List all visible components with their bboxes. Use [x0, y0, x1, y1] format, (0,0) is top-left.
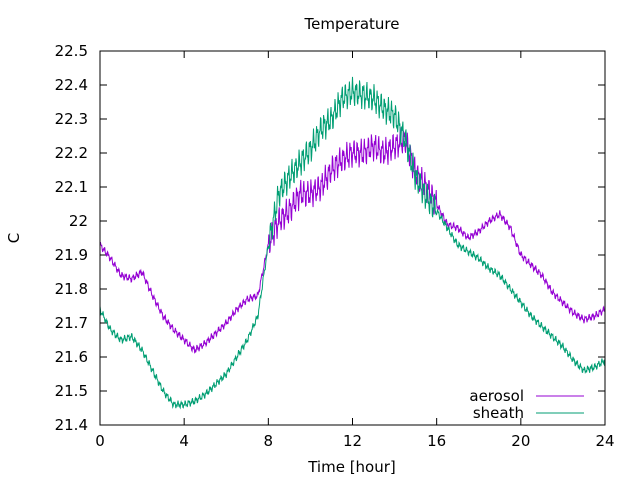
x-tick-label: 8 [264, 432, 274, 450]
legend-label-sheath: sheath [473, 404, 524, 422]
x-tick-label: 16 [427, 432, 446, 450]
y-tick-label: 21.9 [55, 246, 88, 264]
y-axis-label: C [5, 233, 23, 243]
y-tick-label: 22.3 [55, 110, 88, 128]
series-lines [99, 76, 606, 410]
legend: aerosol sheath [469, 387, 584, 422]
y-tick-label: 21.6 [55, 348, 88, 366]
y-tick-label: 22.2 [55, 144, 88, 162]
x-tick-label: 24 [595, 432, 614, 450]
series-line-aerosol [99, 127, 606, 354]
y-tick-label: 22 [69, 212, 88, 230]
y-tick-label: 21.7 [55, 314, 88, 332]
y-tick-label: 22.1 [55, 178, 88, 196]
legend-label-aerosol: aerosol [469, 387, 524, 405]
chart-title: Temperature [303, 15, 399, 33]
x-tick-label: 4 [179, 432, 189, 450]
x-tick-label: 0 [95, 432, 105, 450]
y-tick-label: 22.4 [55, 76, 88, 94]
plot-frame [99, 50, 606, 426]
y-tick-label: 22.5 [55, 42, 88, 60]
x-axis-label: Time [hour] [307, 458, 396, 476]
y-tick-label: 21.5 [55, 382, 88, 400]
axis-ticks: 21.4 21.5 21.6 21.7 21.8 21.9 22 22.1 22.2 22.3 22… [55, 42, 615, 450]
y-tick-label: 21.8 [55, 280, 88, 298]
x-tick-label: 12 [343, 432, 362, 450]
y-tick-label: 21.4 [55, 416, 88, 434]
series-line-sheath [99, 76, 606, 410]
x-tick-label: 20 [511, 432, 530, 450]
